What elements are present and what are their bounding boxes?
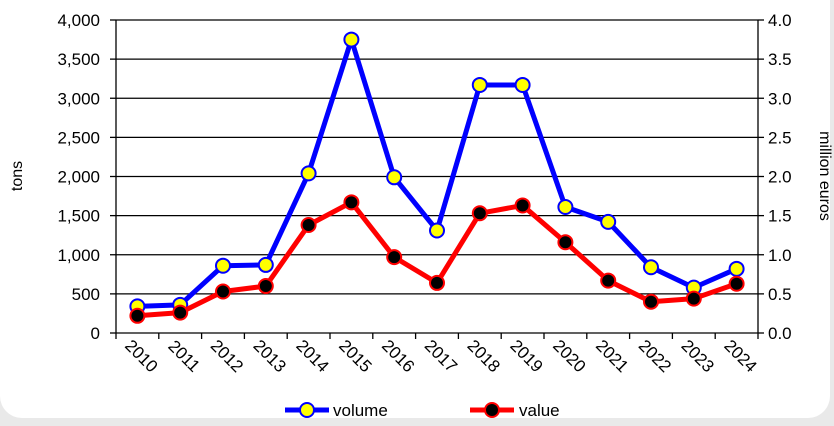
x-tick-label: 2019: [506, 336, 546, 376]
y2-tick-label: 1.5: [768, 207, 792, 226]
y-tick-label: 4,000: [57, 11, 100, 30]
x-tick-label: 2022: [635, 336, 675, 376]
value-point: [129, 307, 146, 324]
value-point: [215, 283, 231, 300]
x-tick-label: 2023: [678, 336, 718, 376]
y-tick-label: 3,000: [57, 89, 100, 108]
y2-axis-title: million euros: [816, 131, 833, 221]
y-tick-label: 0: [91, 324, 100, 343]
value-point: [600, 272, 617, 289]
value-point: [257, 278, 274, 295]
x-tick-label: 2014: [292, 336, 332, 376]
right-axis-ticks: 0.0 0.5 1.0 1.5 2.0 2.5 3.0 3.5 4.0: [758, 11, 792, 343]
y2-tick-label: 0.5: [768, 285, 792, 304]
x-tick-label: 2015: [335, 336, 375, 376]
y2-tick-label: 1.0: [768, 246, 792, 265]
legend: volume value: [285, 401, 560, 420]
volume-point: [300, 165, 317, 182]
y-tick-label: 3,500: [57, 50, 100, 69]
x-tick-label: 2018: [464, 336, 504, 376]
volume-point: [514, 76, 531, 93]
y-tick-label: 2,500: [57, 128, 100, 147]
x-tick-label: 2010: [121, 336, 161, 376]
volume-legend-marker: [299, 402, 315, 418]
volume-legend-label: volume: [333, 401, 388, 420]
volume-point: [257, 256, 274, 273]
value-point: [643, 293, 659, 310]
value-legend-label: value: [519, 401, 560, 420]
y2-tick-label: 2.0: [768, 168, 792, 187]
volume-point: [429, 222, 445, 239]
y2-tick-label: 4.0: [768, 11, 792, 30]
x-tick-label: 2016: [378, 336, 418, 376]
y2-tick-label: 3.5: [768, 50, 792, 69]
y-tick-label: 500: [72, 285, 100, 304]
y-axis-title: tons: [9, 161, 26, 191]
volume-point: [471, 76, 488, 93]
value-legend-marker: [484, 402, 500, 418]
x-tick-label: 2011: [164, 336, 203, 375]
x-tick-label: 2013: [250, 336, 290, 376]
value-point: [343, 194, 360, 211]
y-tick-label: 1,000: [57, 246, 100, 265]
left-axis-ticks: 0 500 1,000 1,500 2,000 2,500 3,000 3,500 4,000: [57, 11, 116, 343]
series-layer: [129, 31, 745, 324]
x-axis-ticks: 2010 2011 2012 2013 2014 2015 2016 2017 2018 2019…: [115, 333, 761, 376]
value-point: [429, 274, 445, 291]
gridlines: [116, 19, 758, 295]
value-point: [685, 290, 702, 307]
volume-point: [600, 213, 617, 230]
x-tick-label: 2024: [720, 336, 760, 376]
y2-tick-label: 3.0: [768, 89, 792, 108]
volume-point: [728, 260, 745, 277]
volume-point: [215, 257, 231, 274]
value-point: [514, 197, 531, 214]
volume-point: [343, 31, 360, 48]
value-point: [557, 234, 574, 251]
x-tick-label: 2017: [421, 336, 461, 376]
volume-point: [643, 259, 659, 276]
x-tick-label: 2012: [207, 336, 247, 376]
y2-tick-label: 0.0: [768, 324, 792, 343]
value-point: [728, 275, 745, 292]
value-point: [172, 304, 189, 321]
y-tick-label: 1,500: [57, 207, 100, 226]
volume-point: [386, 169, 403, 186]
value-point: [471, 205, 488, 222]
value-point: [300, 217, 317, 234]
y2-tick-label: 2.5: [768, 128, 792, 147]
y-tick-label: 2,000: [57, 168, 100, 187]
x-tick-label: 2021: [592, 336, 632, 376]
value-point: [386, 249, 403, 266]
volume-point: [557, 199, 574, 216]
x-tick-label: 2020: [549, 336, 589, 376]
